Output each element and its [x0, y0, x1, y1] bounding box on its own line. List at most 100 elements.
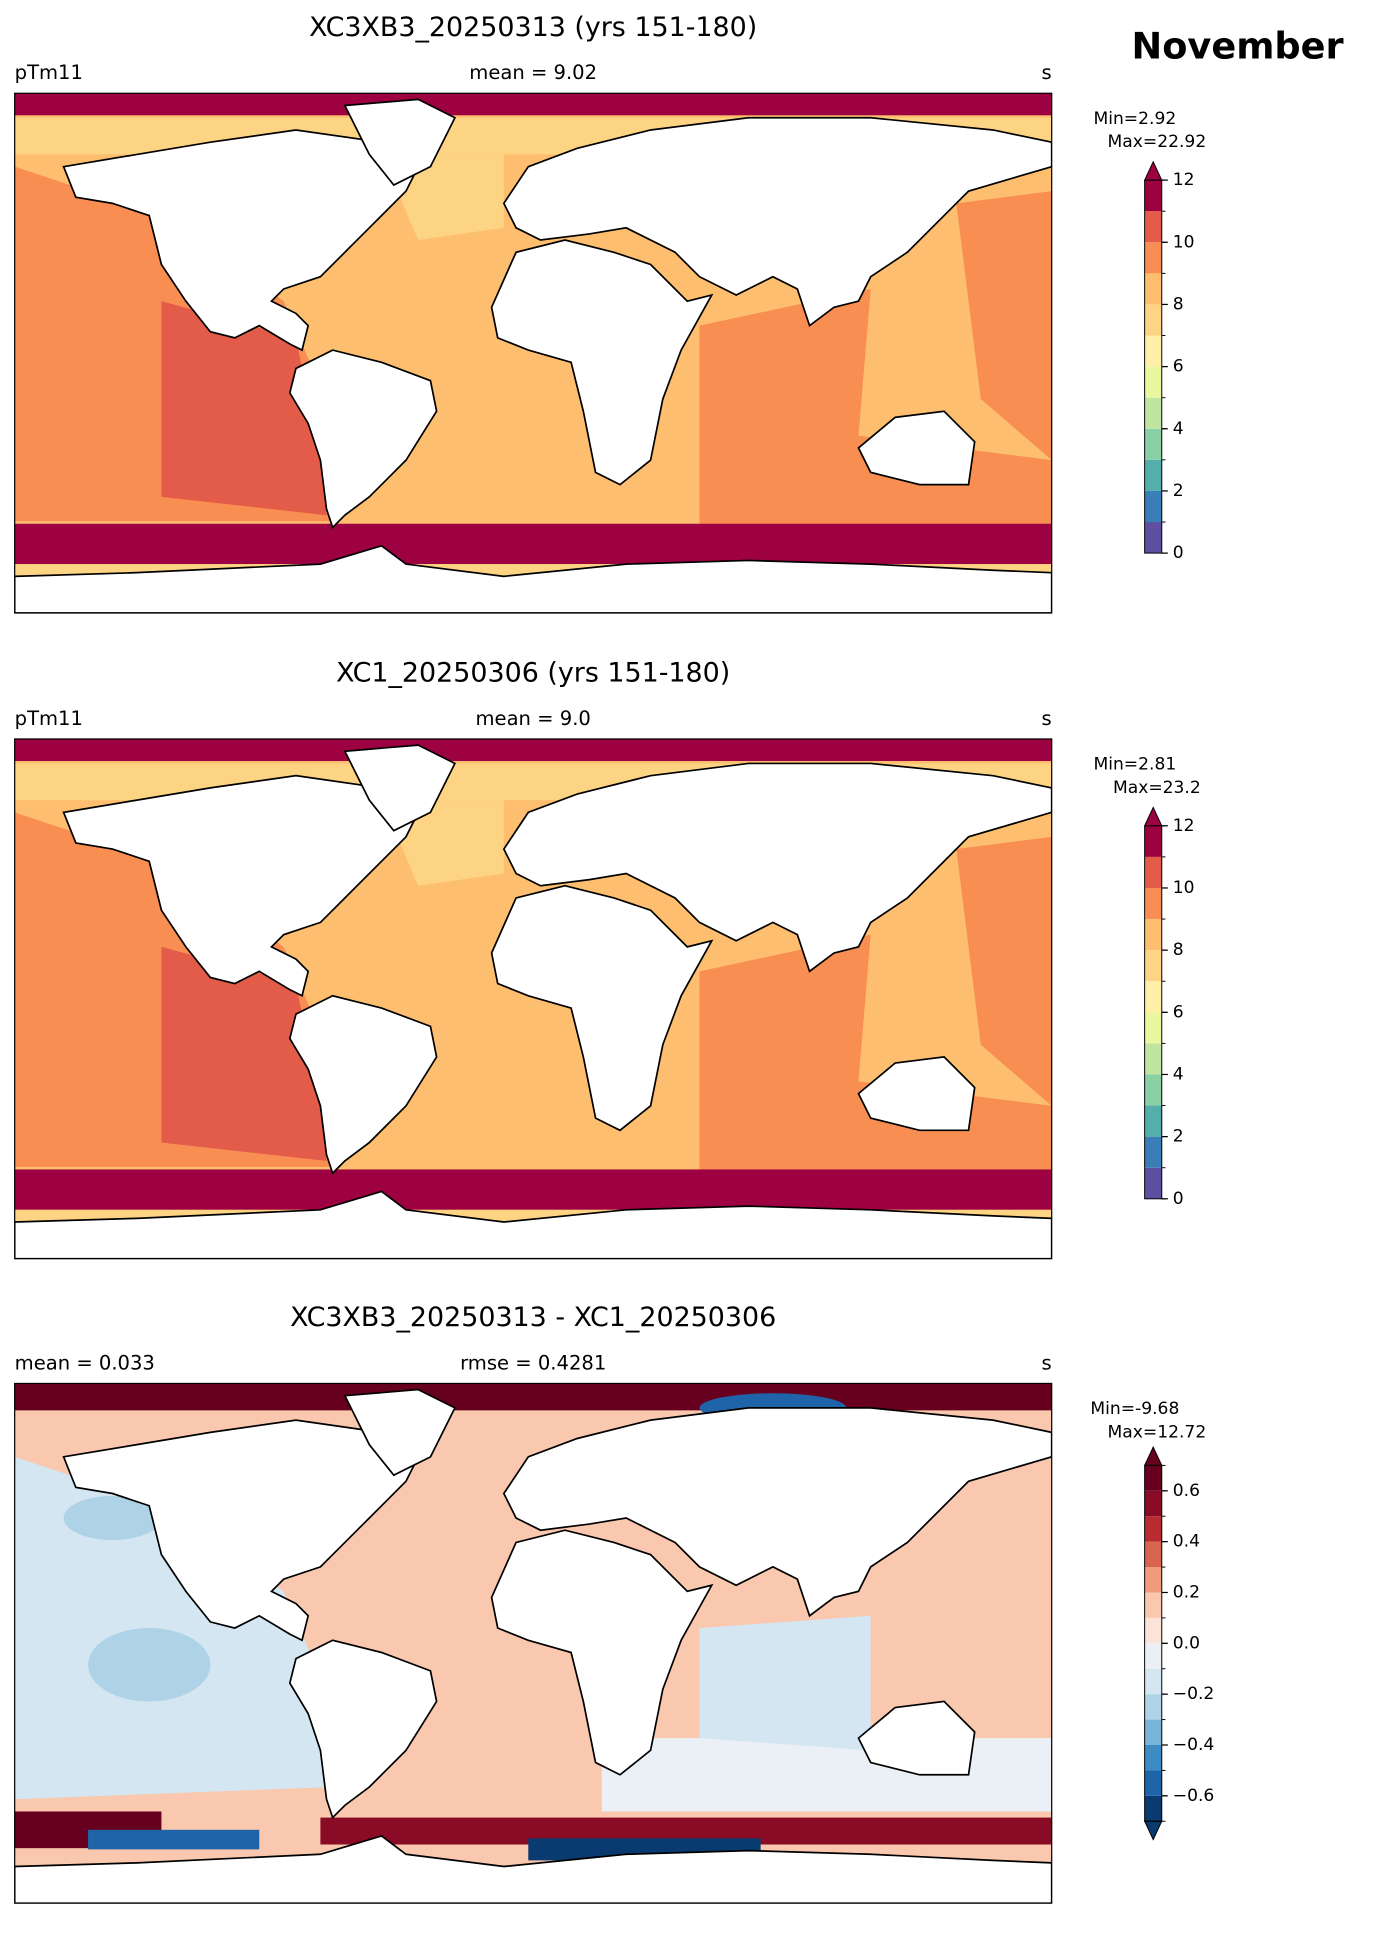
colorbar-segment [1144, 887, 1162, 920]
colorbar-segment [1144, 1744, 1162, 1771]
colorbar-segment [1144, 1617, 1162, 1644]
colorbar-tick-label: 6 [1173, 1002, 1184, 1022]
field-region [14, 1456, 333, 1800]
colorbar-segment [1144, 856, 1162, 888]
min-label: Min=2.81 [1093, 755, 1176, 775]
colorbar-extend-max [1143, 1445, 1163, 1466]
center-label: mean = 9.0 [476, 707, 591, 730]
max-label: Max=12.72 [1108, 1422, 1207, 1442]
map-frame [14, 92, 1053, 614]
center-label: rmse = 0.4281 [460, 1351, 606, 1374]
right-label: s [1042, 61, 1052, 84]
field-region [14, 523, 1052, 565]
colorbar-segment [1144, 490, 1162, 523]
colorbar-tick-label: 4 [1173, 1064, 1184, 1084]
colorbar-tick-label: 2 [1173, 1127, 1184, 1147]
field-region [161, 301, 327, 516]
left-label: pTm11 [15, 61, 83, 84]
colorbar-tick-label: 12 [1173, 816, 1195, 836]
colorbar-segment [1144, 1490, 1162, 1517]
colorbar-segment [1144, 1668, 1162, 1695]
max-label: Max=22.92 [1108, 132, 1207, 152]
colorbar-tick-label: 8 [1173, 940, 1184, 960]
colorbar-tick-label: 12 [1173, 170, 1195, 190]
colorbar-segment [1144, 1043, 1162, 1075]
field-region [88, 1829, 260, 1850]
left-label: mean = 0.033 [15, 1351, 155, 1374]
colorbar-segment [1144, 825, 1162, 857]
right-label: s [1042, 1351, 1052, 1374]
colorbar-tick-label: 2 [1173, 481, 1184, 501]
colorbar-segment [1144, 273, 1162, 305]
colorbar-segment [1144, 1770, 1162, 1796]
colorbar-segment [1144, 1136, 1162, 1168]
colorbar-segment [1144, 1719, 1162, 1745]
colorbar-extend-max [1143, 806, 1163, 827]
colorbar-segment [1144, 950, 1162, 982]
colorbar-tick-label: −0.4 [1173, 1735, 1215, 1755]
colorbar-segment [1144, 1012, 1162, 1044]
figure-title: November [1132, 25, 1344, 68]
min-label: Min=2.92 [1093, 109, 1176, 129]
colorbar-extend-max [1143, 160, 1163, 181]
field-region [956, 836, 1052, 1106]
colorbar-segment [1144, 459, 1162, 491]
panel-title: XC1_20250306 (yrs 151-180) [336, 658, 730, 689]
colorbar-segment [1144, 1105, 1162, 1137]
colorbar-tick-label: −0.6 [1173, 1786, 1215, 1806]
map-frame [14, 738, 1053, 1260]
colorbar-segment [1144, 304, 1162, 336]
colorbar-segment [1144, 366, 1162, 398]
map [14, 93, 1052, 614]
colorbar-tick-label: 0.0 [1173, 1633, 1200, 1653]
field-region [14, 738, 1052, 761]
colorbar-tick-label: 8 [1173, 294, 1184, 314]
colorbar-segment [1144, 1643, 1162, 1669]
field-region [14, 1383, 1052, 1411]
colorbar-tick-label: 0.6 [1173, 1481, 1200, 1501]
colorbar-tick-label: −0.2 [1173, 1684, 1215, 1704]
colorbar-segment [1144, 180, 1162, 212]
colorbar-tick-label: 10 [1173, 878, 1195, 898]
colorbar-segment [1144, 981, 1162, 1013]
colorbar-segment [1144, 1592, 1162, 1618]
colorbar-segment [1144, 522, 1162, 554]
colorbar-segment [1144, 211, 1162, 243]
colorbar-segment [1144, 1516, 1162, 1542]
right-label: s [1042, 707, 1052, 730]
left-label: pTm11 [15, 707, 83, 730]
map [14, 738, 1052, 1259]
max-label: Max=23.2 [1113, 778, 1201, 798]
field-region [161, 946, 327, 1161]
colorbar-segment [1144, 919, 1162, 951]
field-region [88, 1628, 211, 1702]
field-region [699, 1615, 871, 1751]
colorbar-extend-min [1143, 1820, 1163, 1841]
colorbar-segment [1144, 1694, 1162, 1720]
colorbar-segment [1144, 1167, 1162, 1199]
panel-title: XC3XB3_20250313 - XC1_20250306 [290, 1302, 776, 1333]
field-region [63, 1495, 162, 1540]
colorbar-segment [1144, 428, 1162, 460]
colorbar-segment [1144, 1795, 1162, 1822]
field-region [14, 93, 1052, 116]
colorbar-segment [1144, 242, 1162, 274]
colorbar-tick-label: 0.4 [1173, 1532, 1200, 1552]
min-label: Min=-9.68 [1090, 1399, 1179, 1419]
map-frame [14, 1382, 1053, 1904]
colorbar-segment [1144, 397, 1162, 429]
colorbar-segment [1144, 1541, 1162, 1568]
field-region [956, 191, 1052, 461]
colorbar-segment [1144, 335, 1162, 367]
colorbar-tick-label: 0.2 [1173, 1582, 1200, 1602]
colorbar-segment [1144, 1074, 1162, 1106]
colorbar-tick-label: 0 [1173, 543, 1184, 563]
panel-title: XC3XB3_20250313 (yrs 151-180) [309, 12, 757, 43]
field-region [14, 1169, 1052, 1210]
colorbar-tick-label: 10 [1173, 232, 1195, 252]
colorbar-tick-label: 0 [1173, 1189, 1184, 1209]
colorbar-segment [1144, 1567, 1162, 1593]
colorbar-tick-label: 6 [1173, 357, 1184, 377]
